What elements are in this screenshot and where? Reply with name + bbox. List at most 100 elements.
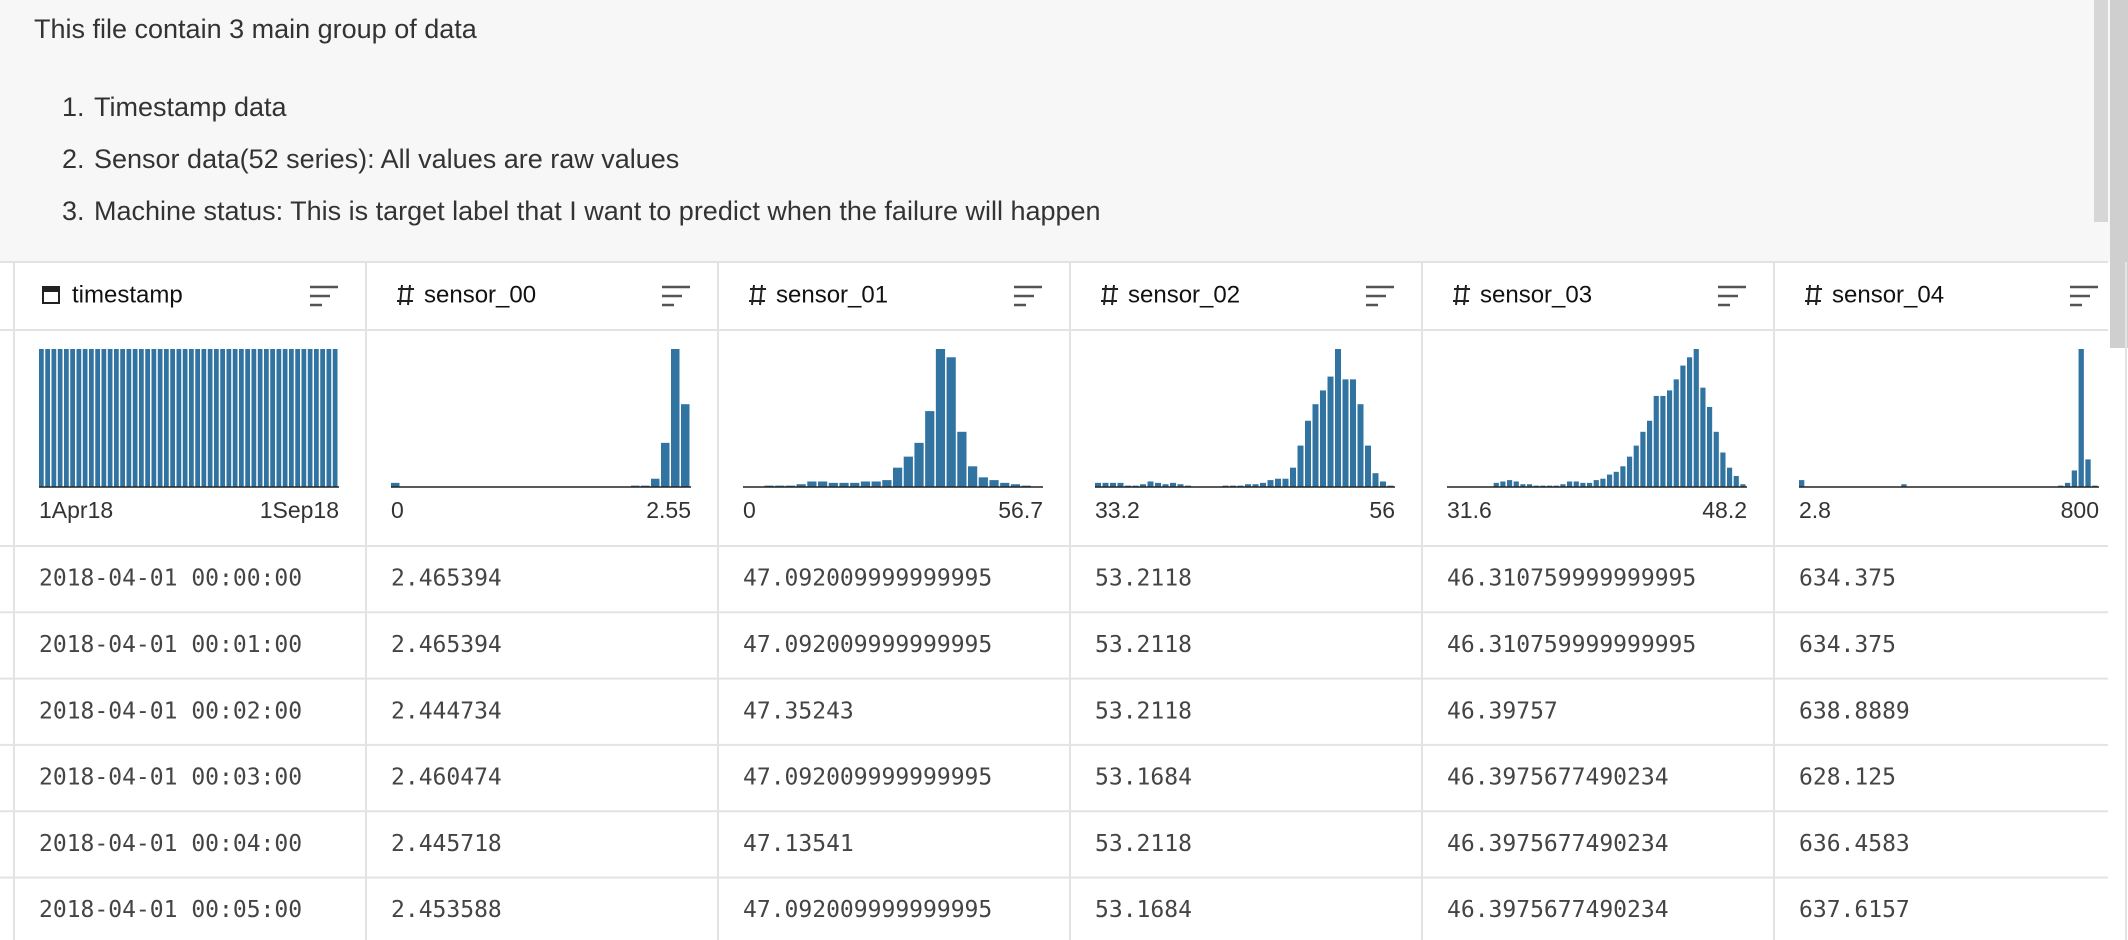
histogram-bar	[1010, 484, 1021, 487]
sort-icon[interactable]	[2070, 285, 2098, 307]
histogram-bar	[1155, 482, 1161, 487]
column-header[interactable]: sensor_00	[424, 281, 536, 308]
histogram-bar	[946, 357, 956, 487]
histogram-bar	[914, 442, 924, 487]
histogram-bar	[671, 349, 680, 487]
histogram-bar	[1320, 390, 1326, 487]
histogram-bar	[257, 349, 263, 487]
histogram-bar	[1627, 456, 1633, 487]
histogram-bar	[70, 349, 75, 487]
histogram-bar	[1799, 480, 1805, 487]
list-number: 2.	[62, 144, 85, 174]
histogram-bar	[1170, 482, 1176, 487]
histogram-bar	[1365, 445, 1371, 487]
histogram-bar	[1110, 482, 1116, 487]
histogram-bar	[1587, 482, 1593, 487]
number-icon	[1101, 284, 1118, 306]
cell: 47.092009999999995	[743, 765, 992, 791]
histogram-bar	[132, 349, 138, 487]
column-header[interactable]: sensor_04	[1832, 281, 1944, 308]
histogram-bar	[651, 478, 660, 487]
histogram-min-label: 2.8	[1799, 497, 1831, 523]
histogram-bar	[882, 480, 892, 487]
histogram-bar	[195, 349, 200, 487]
histogram-bar	[314, 349, 319, 487]
list-number: 3.	[62, 196, 85, 226]
page-scrollbar[interactable]	[2110, 0, 2128, 348]
histogram-bar	[1297, 445, 1304, 487]
cell: 53.2118	[1095, 566, 1192, 592]
column-header[interactable]: timestamp	[72, 281, 183, 308]
histogram-bar	[164, 349, 169, 487]
histogram-bar	[145, 349, 150, 487]
inner-scrollbar[interactable]	[2094, 0, 2108, 222]
sort-icon[interactable]	[310, 285, 338, 307]
histogram-max-label: 2.55	[646, 497, 691, 523]
list-item: Timestamp data	[94, 92, 288, 122]
histogram-bar	[239, 349, 244, 487]
list-item: Machine status: This is target label tha…	[94, 196, 1101, 226]
description-panel	[0, 0, 2128, 262]
histogram-bar	[661, 442, 670, 487]
histogram-bar	[1500, 481, 1506, 487]
histogram-bar	[1260, 482, 1266, 487]
column-header[interactable]: sensor_02	[1128, 281, 1240, 308]
column-header[interactable]: sensor_01	[776, 281, 888, 308]
histogram-bar	[1653, 395, 1659, 487]
cell: 46.310759999999995	[1447, 632, 1696, 658]
sort-icon[interactable]	[1014, 285, 1042, 307]
cell: 634.375	[1799, 566, 1896, 592]
sort-icon[interactable]	[1366, 285, 1394, 307]
sort-icon[interactable]	[1718, 285, 1746, 307]
histogram-bar	[1380, 481, 1386, 487]
histogram-bar	[89, 349, 94, 487]
histogram-bar	[391, 482, 400, 487]
number-icon	[1453, 284, 1470, 306]
histogram-bar	[850, 482, 860, 487]
histogram-bar	[1372, 473, 1379, 487]
histogram-bar	[2071, 470, 2078, 487]
histogram-bar	[1713, 431, 1719, 487]
histogram-bar	[1177, 484, 1184, 487]
histogram-min-label: 0	[743, 497, 756, 523]
histogram-bar	[1593, 480, 1599, 487]
sort-icon[interactable]	[662, 285, 690, 307]
histogram-bar	[1613, 471, 1619, 487]
histogram-bar	[903, 456, 913, 487]
histogram-bar	[1312, 404, 1319, 487]
histogram-bar	[289, 349, 294, 487]
list-item: Sensor data(52 series): All values are r…	[94, 144, 679, 174]
histogram-bar	[57, 349, 63, 487]
histogram-bar	[1693, 349, 1699, 487]
histogram-bar	[989, 480, 999, 487]
histogram-bar	[1740, 484, 1746, 487]
cell: 46.39757	[1447, 698, 1558, 724]
number-icon	[397, 284, 414, 306]
histogram-bar	[189, 349, 194, 487]
histogram-bar	[326, 349, 332, 487]
histogram-bar	[1000, 482, 1010, 487]
histogram-bar	[1647, 420, 1653, 487]
histogram-bar	[1245, 484, 1251, 487]
histogram-bar	[1660, 395, 1666, 487]
cell: 53.2118	[1095, 698, 1192, 724]
histogram-bar	[251, 349, 257, 487]
histogram-bar	[1252, 484, 1259, 487]
histogram-bar	[1507, 480, 1513, 487]
histogram-bar	[170, 349, 175, 487]
histogram-bar	[1727, 467, 1733, 487]
column-header[interactable]: sensor_03	[1480, 281, 1592, 308]
cell: 2018-04-01 00:01:00	[39, 632, 302, 658]
cell: 53.2118	[1095, 632, 1192, 658]
histogram-bar	[182, 349, 188, 487]
histogram-bar	[1335, 349, 1341, 487]
histogram-bar	[1567, 481, 1573, 487]
histogram-bar	[1573, 481, 1579, 487]
cell: 2018-04-01 00:05:00	[39, 897, 302, 923]
histogram-bar	[282, 349, 288, 487]
cell: 46.3975677490234	[1447, 831, 1669, 857]
histogram-bar	[139, 349, 144, 487]
histogram-bar	[151, 349, 157, 487]
cell: 2.444734	[391, 698, 502, 724]
